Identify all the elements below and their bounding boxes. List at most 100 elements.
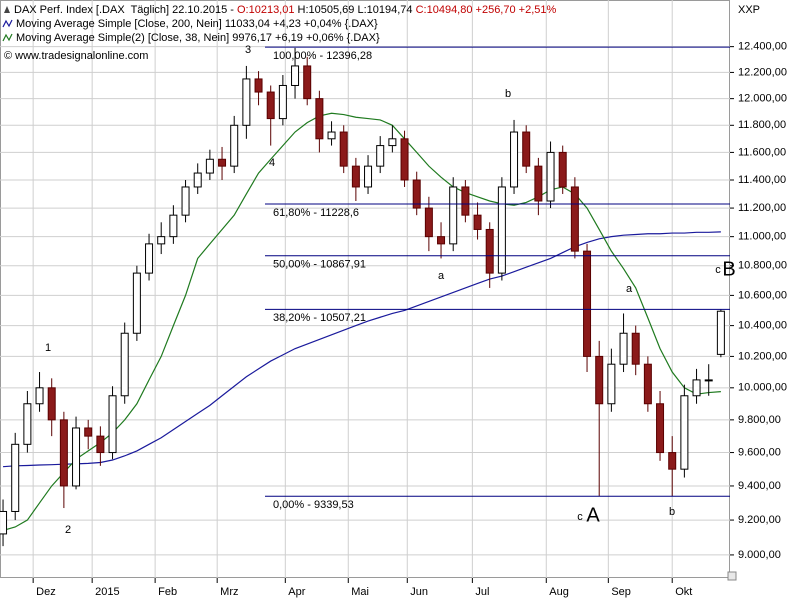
- y-tick-label: 10.600,00: [738, 289, 787, 301]
- x-tick-label: Jul: [475, 586, 489, 598]
- fib-label: 50,00% - 10867,91: [273, 259, 366, 271]
- y-tick-label: 11.000,00: [738, 231, 786, 243]
- y-tick-label: 9.400,00: [738, 480, 781, 492]
- wave-label: 3: [245, 44, 251, 56]
- fib-label: 0,00% - 9339,53: [273, 499, 354, 511]
- header-segment: DAX Perf. Index [.DAX Täglich] 22.10.201…: [14, 4, 237, 16]
- wave-label: a: [626, 283, 633, 295]
- x-tick-label: Jun: [410, 586, 428, 598]
- corner-icon: [727, 571, 737, 581]
- header-icon: [4, 6, 10, 13]
- marks: [0, 47, 725, 547]
- candle-body: [120, 332, 129, 397]
- candle-body: [72, 427, 81, 487]
- y-tick-label: 12.400,00: [738, 41, 787, 53]
- candle-body: [424, 207, 433, 238]
- candle-body: [364, 165, 373, 188]
- candle-body: [266, 91, 275, 120]
- candle-body: [230, 124, 239, 167]
- wave-label: 4: [269, 157, 275, 169]
- x-tick-label: Dez: [36, 586, 56, 598]
- candle-body: [473, 214, 482, 230]
- candle-body: [607, 363, 616, 405]
- wave-label: a: [438, 270, 445, 282]
- candle-body: [278, 84, 287, 120]
- candle-body: [291, 65, 300, 86]
- candle-body: [412, 179, 421, 209]
- candle-body: [242, 78, 251, 126]
- candle-body: [546, 151, 555, 202]
- wave-label: b: [669, 506, 675, 518]
- candle-body: [205, 158, 214, 174]
- y-tick-label: 11.600,00: [738, 146, 786, 158]
- wave-label: b: [505, 88, 511, 100]
- candle-body: [23, 403, 32, 445]
- y-tick-label: 12.000,00: [738, 93, 787, 105]
- y-tick-label: 11.800,00: [738, 119, 786, 131]
- candle-body: [643, 363, 652, 405]
- candle-body: [315, 98, 324, 140]
- candle-body: [181, 186, 190, 216]
- x-tick-label: Mrz: [220, 586, 238, 598]
- candle-body: [400, 138, 409, 181]
- y-tick-label: 9.000,00: [738, 549, 781, 561]
- overlay: 100,00% - 12396,28 61,80% - 11228,6 50,00%…: [2, 4, 736, 536]
- candle-body: [169, 214, 178, 238]
- candle-body: [485, 228, 494, 274]
- legend-entry: Moving Average Simple [Close, 200, Nein]…: [16, 18, 378, 30]
- fib-label: 100,00% - 12396,28: [273, 50, 372, 62]
- x-tick-label: Mai: [351, 586, 369, 598]
- candle-body: [108, 395, 117, 454]
- corner-label: XXP: [738, 4, 760, 16]
- wave-label: 2: [65, 524, 71, 536]
- candle-body: [254, 78, 263, 93]
- y-tick-label: 10.000,00: [738, 382, 787, 394]
- candle-body: [388, 138, 397, 147]
- x-tick-label: Okt: [675, 586, 692, 598]
- candle-body: [716, 310, 725, 355]
- candle-body: [96, 435, 105, 454]
- candle-body: [534, 165, 543, 202]
- moving-average-line: [2, 112, 721, 532]
- legend-info: 9976,17 +6,19 +0,06% {.DAX}: [229, 32, 380, 44]
- legend-icon: [2, 33, 13, 42]
- candle-body: [631, 332, 640, 365]
- candle-body: [461, 186, 470, 216]
- candle-body: [157, 236, 166, 245]
- candle-body: [59, 419, 68, 487]
- candle-body: [0, 510, 8, 535]
- candle-body: [193, 172, 202, 188]
- candle-body: [497, 186, 506, 274]
- candle-body: [145, 243, 154, 274]
- y-tick-label: 10.800,00: [738, 260, 787, 272]
- fib-label: 61,80% - 11228,6: [273, 207, 359, 219]
- candle-body: [437, 236, 446, 245]
- candle-body: [218, 158, 227, 167]
- fib-label: 38,20% - 10507,21: [273, 312, 366, 324]
- wave-label: 1: [45, 342, 51, 354]
- y-tick-label: 10.200,00: [738, 350, 787, 362]
- candle-body: [570, 186, 579, 252]
- y-tick-label: 11.200,00: [738, 202, 786, 214]
- legend-info: 11033,04 +4,23 +0,04% {.DAX}: [222, 18, 378, 30]
- candle-body: [704, 379, 713, 382]
- plot-frame: [0, 0, 730, 578]
- candle-body: [595, 355, 604, 405]
- wave-label: c: [715, 264, 721, 276]
- candle-body: [84, 427, 93, 437]
- y-tick-label: 12.200,00: [738, 66, 787, 78]
- y-tick-label: 9.800,00: [738, 414, 781, 426]
- candle-body: [522, 131, 531, 167]
- wave-label: B: [722, 258, 735, 280]
- legend-name: Moving Average Simple(2) [Close, 38, Nei…: [16, 32, 229, 44]
- wave-label: c: [577, 511, 583, 523]
- y-tick-label: 9.200,00: [738, 514, 781, 526]
- candle-body: [558, 151, 567, 188]
- y-tick-label: 9.600,00: [738, 446, 781, 458]
- legend-name: Moving Average Simple [Close, 200, Nein]: [16, 18, 222, 30]
- candle-body: [339, 131, 348, 167]
- candle-body: [376, 145, 385, 167]
- candle-body: [680, 395, 689, 470]
- candle-body: [303, 65, 312, 100]
